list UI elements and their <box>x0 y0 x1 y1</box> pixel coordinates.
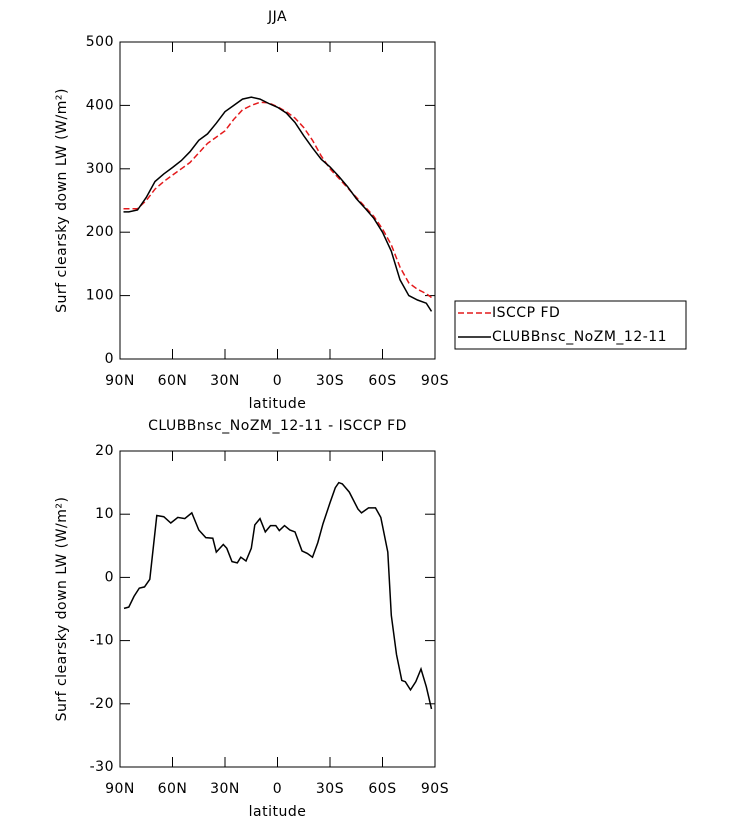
legend-label: ISCCP FD <box>492 305 560 321</box>
chart-title: CLUBBnsc_NoZM_12-11 - ISCCP FD <box>148 418 407 434</box>
y-tick-label: 400 <box>86 97 114 113</box>
data-line <box>123 96 433 312</box>
x-axis-label: latitude <box>249 804 307 820</box>
y-tick-label: 0 <box>105 569 114 585</box>
x-tick-label: 0 <box>273 373 282 389</box>
x-tick-label: 90S <box>421 373 449 389</box>
y-tick-label: 10 <box>95 506 114 522</box>
x-tick-label: 60S <box>368 781 396 797</box>
y-axis-label: Surf clearsky down LW (W/m²) <box>54 88 70 313</box>
x-tick-label: 60S <box>368 373 396 389</box>
plot-frame <box>119 450 436 768</box>
y-tick-label: 100 <box>86 288 114 304</box>
x-tick-label: 30N <box>210 781 240 797</box>
y-tick-label: 0 <box>105 351 114 367</box>
y-tick-label: 20 <box>95 443 114 459</box>
legend-label: CLUBBnsc_NoZM_12-11 <box>492 329 667 345</box>
x-tick-label: 30S <box>316 781 344 797</box>
y-axis-label: Surf clearsky down LW (W/m²) <box>54 497 70 722</box>
x-tick-label: 60N <box>158 781 188 797</box>
y-tick-label: -10 <box>90 633 114 649</box>
y-tick-label: 500 <box>86 34 114 50</box>
legend-box <box>454 300 687 350</box>
y-tick-label: -20 <box>90 696 114 712</box>
x-tick-label: 30S <box>316 373 344 389</box>
x-tick-label: 90N <box>105 373 135 389</box>
x-axis-label: latitude <box>249 396 307 412</box>
y-tick-label: 200 <box>86 224 114 240</box>
x-tick-label: 30N <box>210 373 240 389</box>
y-tick-label: 300 <box>86 161 114 177</box>
x-tick-label: 90N <box>105 781 135 797</box>
x-tick-label: 90S <box>421 781 449 797</box>
chart-title: JJA <box>267 9 287 25</box>
data-line <box>123 101 432 299</box>
x-tick-label: 0 <box>273 781 282 797</box>
data-line <box>123 481 433 710</box>
x-tick-label: 60N <box>158 373 188 389</box>
y-tick-label: -30 <box>90 759 114 775</box>
plot-frame <box>119 41 436 360</box>
